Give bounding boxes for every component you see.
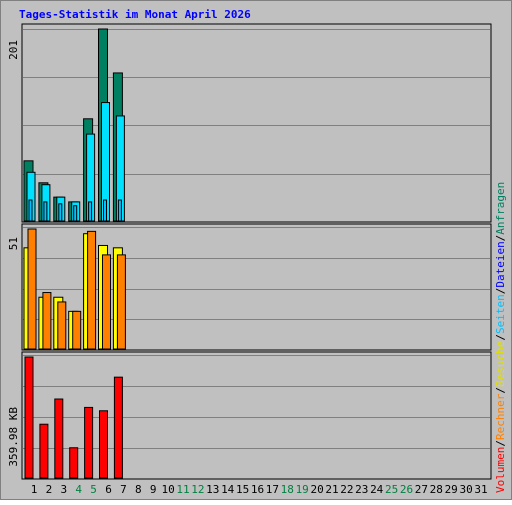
day-label: 13	[206, 483, 219, 496]
bar-rechner	[87, 230, 97, 350]
bar-rechner	[102, 254, 111, 350]
bar-rechner	[42, 292, 52, 350]
day-label: 3	[60, 483, 67, 496]
bar-volumen	[69, 447, 79, 479]
bar-seiten	[103, 199, 107, 222]
bar-seiten	[43, 201, 48, 222]
bar-seiten	[117, 199, 122, 222]
day-label: 31	[474, 483, 487, 496]
day-label: 4	[75, 483, 82, 496]
bar-volumen	[24, 356, 34, 479]
panel-visits: 51	[7, 223, 492, 351]
legend-item-volumen: Volumen	[494, 447, 507, 493]
day-label: 1	[31, 483, 38, 496]
day-label: 10	[161, 483, 174, 496]
day-label: 11	[176, 483, 189, 496]
y-axis-max-label: 201	[7, 40, 20, 60]
day-label: 23	[355, 483, 368, 496]
y-axis-max-label: 51	[7, 237, 20, 250]
bar-volumen	[84, 406, 94, 479]
legend-separator: /	[494, 235, 507, 242]
panel-requests: 201	[7, 23, 492, 223]
day-label: 14	[221, 483, 235, 496]
day-label: 28	[430, 483, 443, 496]
day-label: 25	[385, 483, 398, 496]
legend-item-besuche: Besuche	[494, 341, 507, 387]
bar-rechner	[27, 228, 37, 350]
panel-volume: 359.98 KB	[7, 351, 492, 480]
day-label: 9	[150, 483, 157, 496]
day-label: 30	[459, 483, 472, 496]
bar-rechner	[72, 310, 82, 350]
legend-item-anfragen: Anfragen	[494, 182, 507, 235]
legend-item-dateien: Dateien	[494, 241, 507, 287]
day-label: 15	[236, 483, 249, 496]
day-label: 29	[445, 483, 458, 496]
day-label: 21	[325, 483, 338, 496]
legend-item-rechner: Rechner	[494, 393, 507, 440]
day-label: 27	[415, 483, 428, 496]
right-legend: Volumen/Rechner/Besuche/Seiten/Dateien/A…	[494, 182, 507, 493]
day-label: 22	[340, 483, 353, 496]
bar-rechner	[57, 301, 67, 350]
day-label: 18	[281, 483, 294, 496]
day-label: 5	[90, 483, 97, 496]
day-label: 19	[296, 483, 309, 496]
day-label: 7	[120, 483, 127, 496]
legend-item-seiten: Seiten	[494, 294, 507, 334]
y-axis-max-label: 359.98 KB	[7, 407, 20, 467]
bar-volumen	[54, 398, 64, 479]
chart-title: Tages-Statistik im Monat April 2026	[19, 8, 251, 21]
day-label: 26	[400, 483, 413, 496]
legend-separator: /	[494, 288, 507, 295]
bar-volumen	[39, 423, 49, 479]
day-label: 12	[191, 483, 204, 496]
legend-separator: /	[494, 387, 507, 394]
bar-seiten	[58, 203, 63, 222]
day-label: 6	[105, 483, 112, 496]
day-label: 2	[46, 483, 53, 496]
day-label: 8	[135, 483, 142, 496]
day-label: 20	[310, 483, 323, 496]
day-label: 17	[266, 483, 279, 496]
legend-separator: /	[494, 334, 507, 341]
bar-volumen	[113, 376, 123, 479]
day-axis: 1 2 3 4 5 6 7 8 9 10 11 12 13 14 15 16 17 18 19 20 21 22 23 24 2…	[31, 483, 488, 496]
chart-panels: 201 51 359.98 KB	[7, 23, 492, 480]
bar-seiten	[73, 205, 78, 222]
bar-seiten	[28, 199, 33, 222]
bar-rechner	[116, 254, 126, 350]
bar-volumen	[99, 410, 108, 479]
day-label: 16	[251, 483, 264, 496]
bar-seiten	[88, 201, 93, 222]
legend-separator: /	[494, 440, 507, 447]
day-label: 24	[370, 483, 384, 496]
